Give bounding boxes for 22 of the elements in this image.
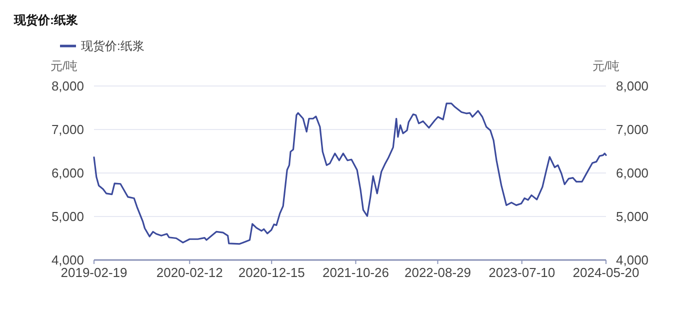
x-tick-label: 2020-02-12 bbox=[156, 265, 223, 280]
legend-label: 现货价:纸浆 bbox=[81, 39, 144, 53]
chart-title: 现货价:纸浆 bbox=[13, 13, 78, 27]
y-tick-label: 4,000 bbox=[51, 252, 84, 268]
x-tick-label: 2023-07-10 bbox=[488, 265, 556, 280]
y2-tick-label: 8,000 bbox=[616, 78, 649, 94]
x-tick-label: 2022-08-29 bbox=[404, 265, 471, 280]
y-axis-title: 元/吨 bbox=[50, 59, 78, 73]
line-series bbox=[93, 102, 607, 245]
y2-axis-title: 元/吨 bbox=[592, 59, 620, 73]
x-tick-label: 2020-12-15 bbox=[238, 265, 305, 280]
y2-tick-label: 7,000 bbox=[616, 122, 649, 137]
x-tick-label: 2024-05-20 bbox=[572, 265, 640, 280]
y2-tick-label: 5,000 bbox=[616, 209, 649, 224]
y2-tick-label: 4,000 bbox=[616, 252, 649, 268]
y-tick-label: 6,000 bbox=[51, 166, 84, 180]
x-tick-label: 2021-10-26 bbox=[322, 265, 389, 280]
y-tick-label: 7,000 bbox=[51, 122, 84, 137]
x-tick-label: 2019-02-19 bbox=[60, 265, 128, 280]
y2-tick-label: 6,000 bbox=[616, 166, 649, 180]
y-tick-label: 5,000 bbox=[51, 209, 84, 224]
y-tick-label: 8,000 bbox=[51, 78, 84, 94]
